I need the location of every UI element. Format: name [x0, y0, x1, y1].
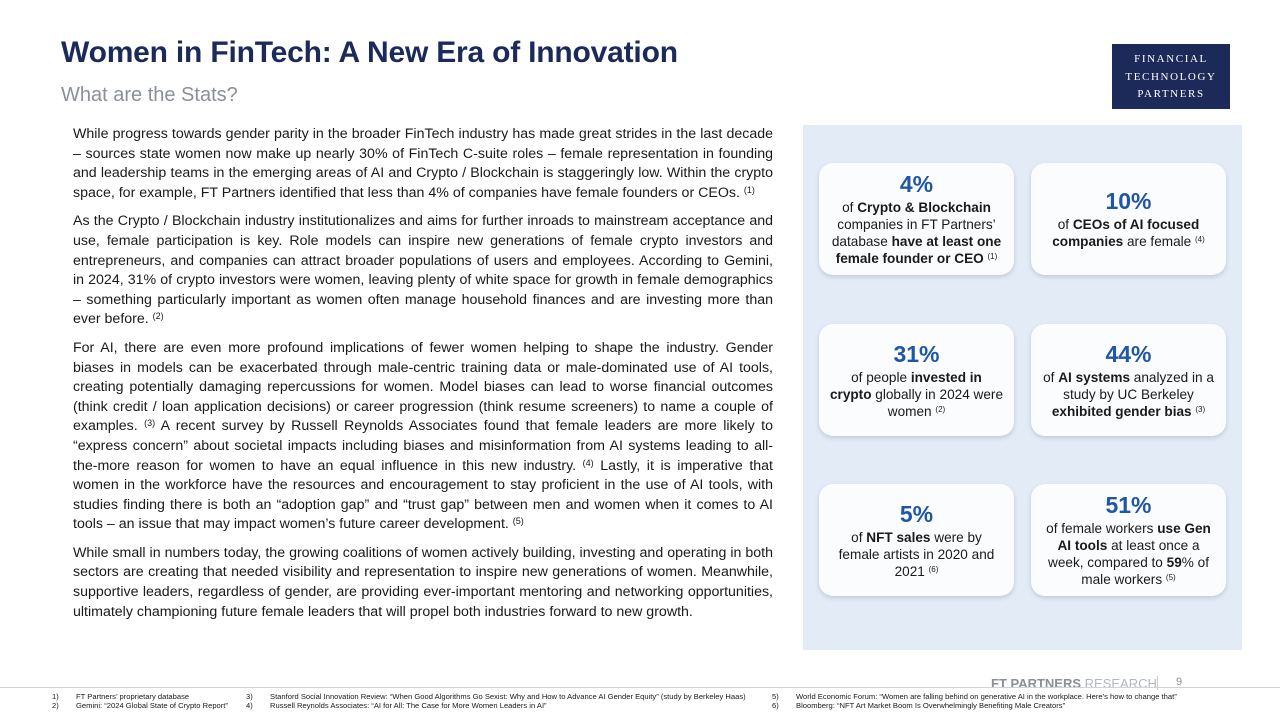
stat-card: 44% of AI systems analyzed in a study by…: [1031, 324, 1226, 436]
desc-bold: NFT sales: [866, 529, 931, 545]
footnote-number: 6): [772, 701, 779, 710]
footnote-text: Stanford Social Innovation Review: “When…: [270, 692, 746, 701]
paragraph: For AI, there are even more profound imp…: [73, 339, 773, 535]
desc-bold: invested in crypto: [829, 369, 982, 402]
footnote-text: FT Partners’ proprietary database: [76, 692, 190, 701]
paragraph-text: As the Crypto / Blockchain industry inst…: [73, 213, 773, 328]
page-number: 9: [1176, 676, 1183, 688]
footnote: 3) Stanford Social Innovation Review: “Wh…: [246, 692, 746, 701]
footnote-rule: [0, 687, 1280, 688]
stat-value: 51%: [1105, 492, 1152, 518]
desc-bold: exhibited gender bias: [1051, 403, 1192, 419]
paragraph-text: Lastly, it is imperative that women in t…: [73, 457, 773, 533]
footnote-text: Bloomberg: “NFT Art Market Boom Is Overw…: [796, 701, 1066, 710]
logo-line: TECHNOLOGY: [1125, 70, 1217, 83]
footnote: 1) FT Partners’ proprietary database: [52, 692, 189, 701]
desc-text: analyzed in a study by UC Berkeley: [1063, 369, 1214, 402]
page-title: Women in FinTech: A New Era of Innovatio…: [61, 36, 678, 69]
desc-text: companies in FT Partners’ database: [831, 217, 996, 249]
footer-brand: FT PARTNERS RESEARCH: [991, 676, 1157, 691]
desc-text: of: [851, 529, 867, 545]
brand-suffix: RESEARCH: [1081, 676, 1157, 691]
footnote-ref: (6): [928, 564, 939, 574]
desc-text: were by female artists in 2020 and 2021: [838, 529, 995, 579]
desc-text: % of male workers: [1081, 555, 1209, 587]
stat-card: 51% of female workers use Gen AI tools a…: [1031, 484, 1226, 596]
paragraph-text: A recent survey by Russell Reynolds Asso…: [73, 418, 774, 474]
paragraph: While progress towards gender parity in …: [73, 125, 773, 203]
brand-name: FT PARTNERS: [991, 676, 1082, 691]
footnote: 2) Gemini: “2024 Global State of Crypto R…: [52, 701, 228, 710]
stat-description: of female workers use Gen AI tools at le…: [1041, 520, 1216, 588]
footnote-number: 3): [246, 692, 253, 701]
paragraph-text: While small in numbers today, the growin…: [73, 544, 773, 620]
footnote-ref: (4): [1195, 235, 1205, 244]
paragraph: As the Crypto / Blockchain industry inst…: [73, 212, 773, 330]
desc-bold: use Gen AI tools: [1057, 521, 1211, 553]
footnote-ref: (5): [512, 516, 524, 527]
stat-value: 10%: [1105, 188, 1152, 214]
footnote-ref: (4): [582, 457, 594, 468]
stat-card: 31% of people invested in crypto globall…: [819, 324, 1014, 436]
footnote-ref: (3): [1195, 404, 1206, 414]
desc-bold: CEOs of AI focused companies: [1052, 217, 1200, 249]
footnote-text: World Economic Forum: “Women are falling…: [796, 692, 1177, 701]
logo-line: PARTNERS: [1137, 88, 1205, 101]
desc-text: of: [842, 200, 858, 215]
paragraph-text: For AI, there are even more profound imp…: [73, 339, 773, 435]
stat-value: 44%: [1105, 340, 1152, 367]
footnote-text: Russell Reynolds Associates: “AI for All…: [270, 701, 547, 710]
desc-text: are female: [1123, 234, 1192, 249]
stat-value: 31%: [893, 340, 940, 367]
footnote-number: 4): [246, 701, 253, 710]
desc-text: of female workers: [1046, 521, 1158, 536]
stat-value: 4%: [899, 171, 934, 197]
footnote-number: 5): [772, 692, 779, 701]
footnote: 5) World Economic Forum: “Women are falli…: [772, 692, 1177, 701]
desc-text: at least once a week, compared to: [1048, 538, 1200, 570]
footnote-ref: (2): [935, 404, 946, 414]
paragraph: While small in numbers today, the growin…: [73, 544, 773, 622]
company-logo: FINANCIAL TECHNOLOGY PARTNERS: [1112, 44, 1230, 109]
footnote-ref: (1): [743, 184, 755, 195]
logo-line: FINANCIAL: [1134, 52, 1208, 65]
stat-description: of Crypto & Blockchain companies in FT P…: [829, 199, 1004, 267]
footnote: 4) Russell Reynolds Associates: “AI for A…: [246, 701, 547, 710]
desc-text: globally in 2024 were women: [871, 386, 1004, 419]
body-text: While progress towards gender parity in …: [73, 125, 773, 631]
stat-value: 5%: [899, 500, 934, 527]
stat-card: 4% of Crypto & Blockchain companies in F…: [819, 163, 1014, 275]
footnote: 6) Bloomberg: “NFT Art Market Boom Is Ove…: [772, 701, 1065, 710]
footnote-ref: (5): [1165, 573, 1176, 582]
desc-bold: 59: [1166, 555, 1182, 570]
desc-text: of: [1043, 369, 1059, 385]
stat-card: 5% of NFT sales were by female artists i…: [819, 484, 1014, 596]
footnote-number: 1): [52, 692, 59, 701]
footnote-number: 2): [52, 701, 59, 710]
stat-description: of people invested in crypto globally in…: [829, 369, 1004, 420]
footer-divider: [1157, 676, 1158, 690]
page-subtitle: What are the Stats?: [61, 84, 238, 106]
desc-text: of: [1057, 217, 1073, 232]
stat-description: of NFT sales were by female artists in 2…: [829, 529, 1004, 580]
desc-bold: have at least one female founder or CEO: [835, 234, 1002, 266]
footnote-ref: (3): [144, 418, 156, 429]
desc-bold: Crypto & Blockchain: [857, 200, 991, 215]
footnote-ref: (1): [987, 252, 998, 261]
stat-card: 10% of CEOs of AI focused companies are …: [1031, 163, 1226, 275]
desc-bold: AI systems: [1058, 369, 1131, 385]
footnote-text: Gemini: “2024 Global State of Crypto Rep…: [76, 701, 228, 710]
desc-text: of people: [851, 369, 911, 385]
stat-description: of AI systems analyzed in a study by UC …: [1041, 369, 1216, 420]
footnote-ref: (2): [152, 311, 164, 322]
paragraph-text: While progress towards gender parity in …: [73, 126, 773, 201]
stat-description: of CEOs of AI focused companies are fema…: [1041, 216, 1216, 250]
